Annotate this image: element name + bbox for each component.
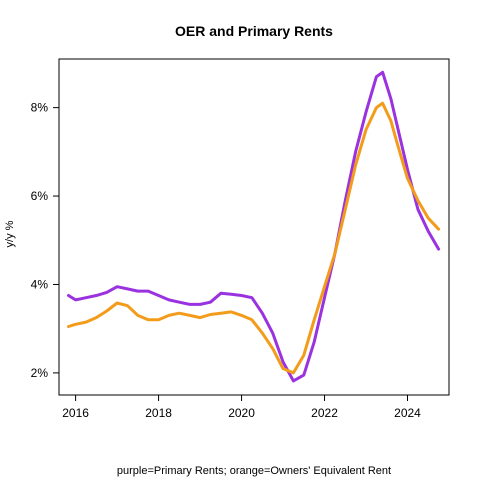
chart-title: OER and Primary Rents [175,23,333,39]
chart-caption: purple=Primary Rents; orange=Owners' Equ… [117,465,391,477]
y-tick-label: 2% [31,366,49,380]
x-axis: 2016 2018 2020 2022 2024 [62,395,421,420]
series-line-0 [67,70,441,383]
plot-frame [58,58,450,396]
y-tick-label: 6% [31,189,49,203]
y-tick-label: 4% [31,277,49,291]
x-tick-label: 2016 [62,406,89,420]
x-tick-label: 2022 [311,406,338,420]
x-tick-label: 2024 [394,406,421,420]
series-line-1 [67,101,441,375]
x-tick-label: 2018 [145,406,172,420]
y-tick-label: 8% [31,101,49,115]
x-tick-label: 2020 [228,406,255,420]
y-axis-label: y/y % [4,220,16,247]
series-layer [67,70,441,383]
y-axis: 2% 4% 6% 8% [31,101,59,380]
